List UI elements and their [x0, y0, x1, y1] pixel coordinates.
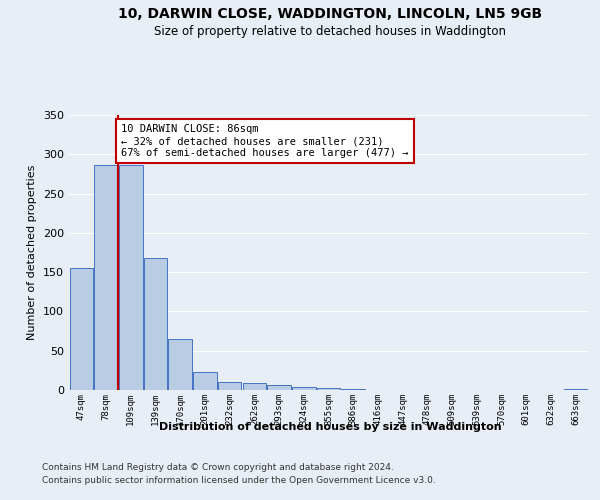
- Bar: [341, 389, 365, 390]
- Bar: [169, 339, 192, 390]
- Bar: [292, 387, 316, 390]
- Bar: [268, 384, 291, 390]
- Bar: [94, 164, 118, 390]
- Text: Contains HM Land Registry data © Crown copyright and database right 2024.: Contains HM Land Registry data © Crown c…: [42, 462, 394, 471]
- Bar: [144, 258, 167, 390]
- Text: Distribution of detached houses by size in Waddington: Distribution of detached houses by size …: [158, 422, 502, 432]
- Bar: [317, 388, 340, 390]
- Text: 10, DARWIN CLOSE, WADDINGTON, LINCOLN, LN5 9GB: 10, DARWIN CLOSE, WADDINGTON, LINCOLN, L…: [118, 8, 542, 22]
- Text: 10 DARWIN CLOSE: 86sqm
← 32% of detached houses are smaller (231)
67% of semi-de: 10 DARWIN CLOSE: 86sqm ← 32% of detached…: [121, 124, 409, 158]
- Bar: [119, 164, 143, 390]
- Text: Size of property relative to detached houses in Waddington: Size of property relative to detached ho…: [154, 25, 506, 38]
- Bar: [564, 389, 587, 390]
- Bar: [218, 382, 241, 390]
- Text: Contains public sector information licensed under the Open Government Licence v3: Contains public sector information licen…: [42, 476, 436, 485]
- Bar: [70, 268, 93, 390]
- Bar: [242, 383, 266, 390]
- Y-axis label: Number of detached properties: Number of detached properties: [28, 165, 37, 340]
- Bar: [193, 372, 217, 390]
